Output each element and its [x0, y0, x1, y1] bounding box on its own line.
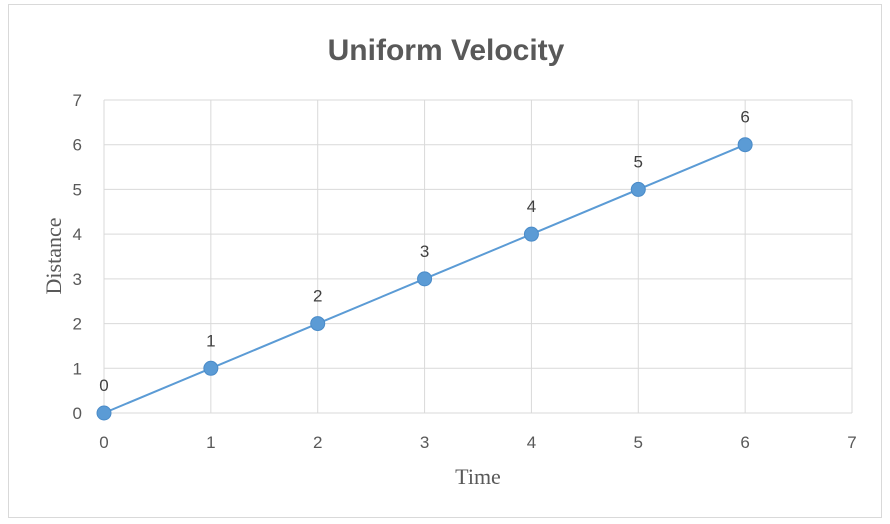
y-tick-label: 2 — [73, 315, 82, 334]
data-label: 2 — [313, 287, 322, 306]
x-tick-label: 3 — [420, 433, 429, 452]
data-point — [96, 405, 112, 421]
data-labels: 0 1 2 3 4 5 6 — [99, 108, 750, 395]
y-tick-label: 4 — [73, 225, 82, 244]
data-point — [737, 137, 753, 153]
x-tick-label: 5 — [634, 433, 643, 452]
y-tick-label: 6 — [73, 136, 82, 155]
y-tick-label: 5 — [73, 180, 82, 199]
data-point — [203, 360, 219, 376]
data-point — [523, 226, 539, 242]
data-label: 5 — [634, 152, 643, 171]
data-label: 1 — [206, 331, 215, 350]
data-label: 6 — [740, 108, 749, 127]
data-point — [630, 181, 646, 197]
x-tick-label: 0 — [99, 433, 108, 452]
y-tick-label: 7 — [73, 91, 82, 110]
x-tick-label: 6 — [740, 433, 749, 452]
x-tick-label: 7 — [847, 433, 856, 452]
y-tick-label: 0 — [73, 404, 82, 423]
data-series — [96, 137, 753, 421]
chart-title: Uniform Velocity — [328, 34, 565, 67]
x-tick-label: 2 — [313, 433, 322, 452]
gridlines — [103, 99, 853, 414]
y-tick-label: 1 — [73, 359, 82, 378]
data-point — [310, 316, 326, 332]
data-label: 3 — [420, 242, 429, 261]
data-point — [417, 271, 433, 287]
data-label: 4 — [527, 197, 536, 216]
x-tick-label: 4 — [527, 433, 536, 452]
y-tick-label: 3 — [73, 270, 82, 289]
y-axis-title: Distance — [41, 218, 66, 295]
x-axis-title: Time — [455, 464, 501, 489]
data-label: 0 — [99, 376, 108, 395]
chart-area — [8, 4, 882, 518]
x-tick-label: 1 — [206, 433, 215, 452]
